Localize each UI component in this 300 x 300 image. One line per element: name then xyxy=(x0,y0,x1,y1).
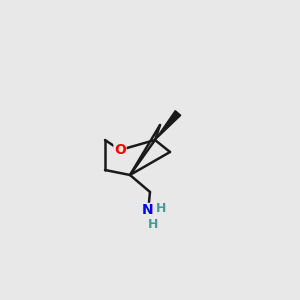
Text: H: H xyxy=(148,218,159,231)
Text: N: N xyxy=(142,203,154,218)
Text: H: H xyxy=(155,202,166,215)
Text: O: O xyxy=(114,143,126,157)
Polygon shape xyxy=(155,111,181,140)
